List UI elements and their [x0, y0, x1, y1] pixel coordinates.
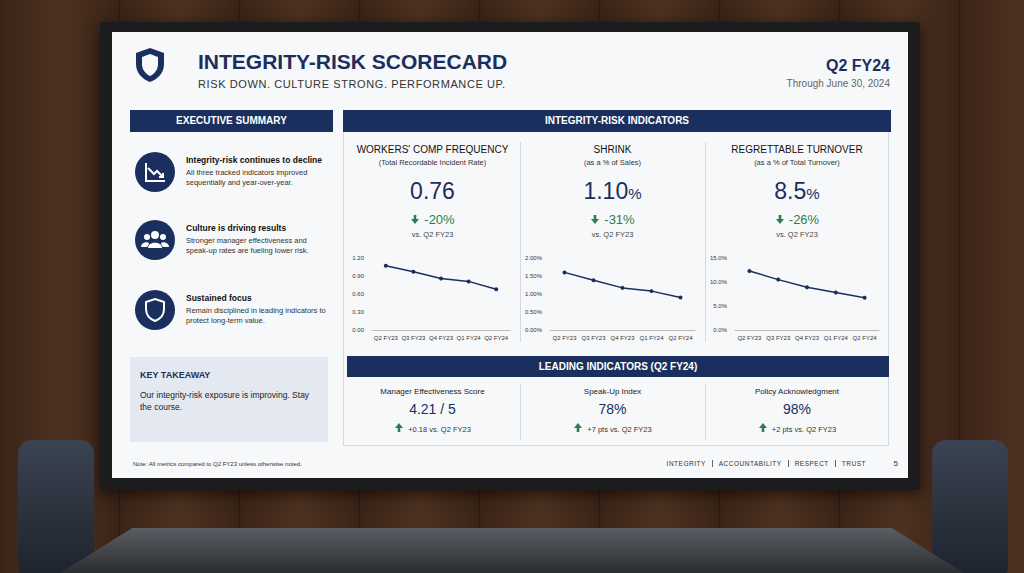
html-text:4.21 / 5: 4.21 / 5 — [409, 401, 456, 417]
html-text:REGRETTABLE TURNOVER: REGRETTABLE TURNOVER — [731, 144, 863, 155]
html-text:+0.18 vs. Q2 FY23: +0.18 vs. Q2 FY23 — [408, 425, 471, 434]
html-text:0.76: 0.76 — [410, 178, 455, 204]
html-text:Remain disciplined in leading: Remain disciplined in leading indicators… — [186, 306, 326, 325]
svg-text:1.00%: 1.00% — [525, 291, 543, 297]
html-text:Q2 FY24: Q2 FY24 — [826, 57, 890, 74]
html-text:INTEGRITY-RISK SCORECARD: INTEGRITY-RISK SCORECARD — [198, 50, 508, 73]
html-text:INTEGRITY-RISK INDICATORS: INTEGRITY-RISK INDICATORS — [545, 115, 689, 126]
svg-text:Q2 FY24: Q2 FY24 — [668, 335, 693, 341]
html-text:vs. Q2 FY23: vs. Q2 FY23 — [591, 230, 634, 239]
svg-text:Q3 FY23: Q3 FY23 — [766, 335, 791, 341]
svg-text:0.90: 0.90 — [352, 273, 364, 279]
svg-text:0.00%: 0.00% — [525, 327, 543, 333]
html-text:Manager Effectiveness Score: Manager Effectiveness Score — [380, 387, 485, 396]
html-text:-31%: -31% — [604, 212, 635, 227]
html-text:(Total Recordable Incident Rat: (Total Recordable Incident Rate) — [378, 158, 487, 167]
svg-text:1.50%: 1.50% — [525, 273, 543, 279]
html-text:Integrity-risk continues to de: Integrity-risk continues to decline — [186, 155, 322, 165]
html-text:Our integrity-risk exposure is: Our integrity-risk exposure is improving… — [140, 390, 310, 412]
html-text:RESPECT: RESPECT — [794, 460, 829, 467]
svg-text:0.50%: 0.50% — [525, 309, 543, 315]
html-text:+7 pts vs. Q2 FY23: +7 pts vs. Q2 FY23 — [587, 425, 652, 434]
html-text:vs. Q2 FY23: vs. Q2 FY23 — [411, 230, 454, 239]
html-text:Sustained focus: Sustained focus — [186, 293, 252, 303]
svg-text:15.0%: 15.0% — [710, 255, 728, 261]
svg-text:1.20: 1.20 — [352, 255, 364, 261]
html-text:(as a % of Sales): (as a % of Sales) — [583, 158, 641, 167]
svg-text:Q3 FY23: Q3 FY23 — [401, 335, 426, 341]
html-text:5: 5 — [893, 459, 898, 468]
svg-text:0.60: 0.60 — [352, 291, 364, 297]
html-text:LEADING INDICATORS (Q2 FY24): LEADING INDICATORS (Q2 FY24) — [538, 361, 698, 372]
html-text:SHRINK: SHRINK — [593, 144, 632, 155]
html-text:(as a % of Total Turnover): (as a % of Total Turnover) — [754, 158, 840, 167]
html-text:INTEGRITY: INTEGRITY — [666, 460, 706, 467]
svg-text:Q1 FY24: Q1 FY24 — [824, 335, 849, 341]
html-text:Through June 30, 2024: Through June 30, 2024 — [786, 78, 890, 89]
html-text:+2 pts vs. Q2 FY23: +2 pts vs. Q2 FY23 — [771, 425, 837, 434]
html-text:ACCOUNTABILITY: ACCOUNTABILITY — [718, 460, 782, 467]
svg-text:Q2 FY24: Q2 FY24 — [484, 335, 509, 341]
svg-text:5.0%: 5.0% — [713, 303, 727, 309]
html-text:Speak-Up Index: Speak-Up Index — [583, 387, 642, 396]
svg-text:Q2 FY23: Q2 FY23 — [374, 335, 399, 341]
svg-text:Q2 FY23: Q2 FY23 — [553, 335, 578, 341]
html-text:Stronger manager effectiveness: Stronger manager effectiveness and speak… — [186, 236, 309, 255]
html-text:TRUST: TRUST — [841, 460, 866, 467]
html-text:Culture is driving results: Culture is driving results — [186, 223, 287, 233]
html-text:8.5%: 8.5% — [774, 178, 820, 204]
html-text:-26%: -26% — [788, 212, 820, 227]
html-text:-20%: -20% — [424, 212, 455, 227]
svg-text:Q2 FY24: Q2 FY24 — [853, 335, 878, 341]
svg-text:10.0%: 10.0% — [710, 279, 728, 285]
html-text:vs. Q2 FY23: vs. Q2 FY23 — [776, 230, 818, 239]
html-text:98%: 98% — [783, 401, 811, 417]
svg-text:2.00%: 2.00% — [525, 255, 543, 261]
html-text:EXECUTIVE SUMMARY: EXECUTIVE SUMMARY — [176, 115, 287, 126]
svg-text:0.0%: 0.0% — [713, 327, 727, 333]
html-text:78%: 78% — [598, 401, 627, 417]
svg-text:0.30: 0.30 — [352, 309, 364, 315]
html-text:Policy Acknowledgment: Policy Acknowledgment — [755, 387, 839, 396]
svg-text:Q4 FY23: Q4 FY23 — [795, 335, 820, 341]
svg-text:Q1 FY24: Q1 FY24 — [457, 335, 482, 341]
html-text:1.10%: 1.10% — [583, 178, 642, 204]
html-text:KEY TAKEAWAY: KEY TAKEAWAY — [140, 370, 211, 380]
svg-text:0.00: 0.00 — [352, 327, 364, 333]
html-text:RISK DOWN. CULTURE STRONG. PER: RISK DOWN. CULTURE STRONG. PERFORMANCE U… — [198, 78, 506, 90]
html-text:WORKERS' COMP FREQUENCY: WORKERS' COMP FREQUENCY — [356, 144, 509, 155]
svg-text:Q4 FY23: Q4 FY23 — [429, 335, 454, 341]
svg-text:Q4 FY23: Q4 FY23 — [610, 335, 635, 341]
html-text:All three tracked indicators i: All three tracked indicators improved se… — [186, 168, 308, 187]
svg-text:Q1 FY24: Q1 FY24 — [639, 335, 664, 341]
html-text:Note: All metrics compared to: Note: All metrics compared to Q2 FY23 un… — [133, 461, 302, 467]
svg-text:Q3 FY23: Q3 FY23 — [582, 335, 607, 341]
svg-text:Q2 FY23: Q2 FY23 — [737, 335, 762, 341]
